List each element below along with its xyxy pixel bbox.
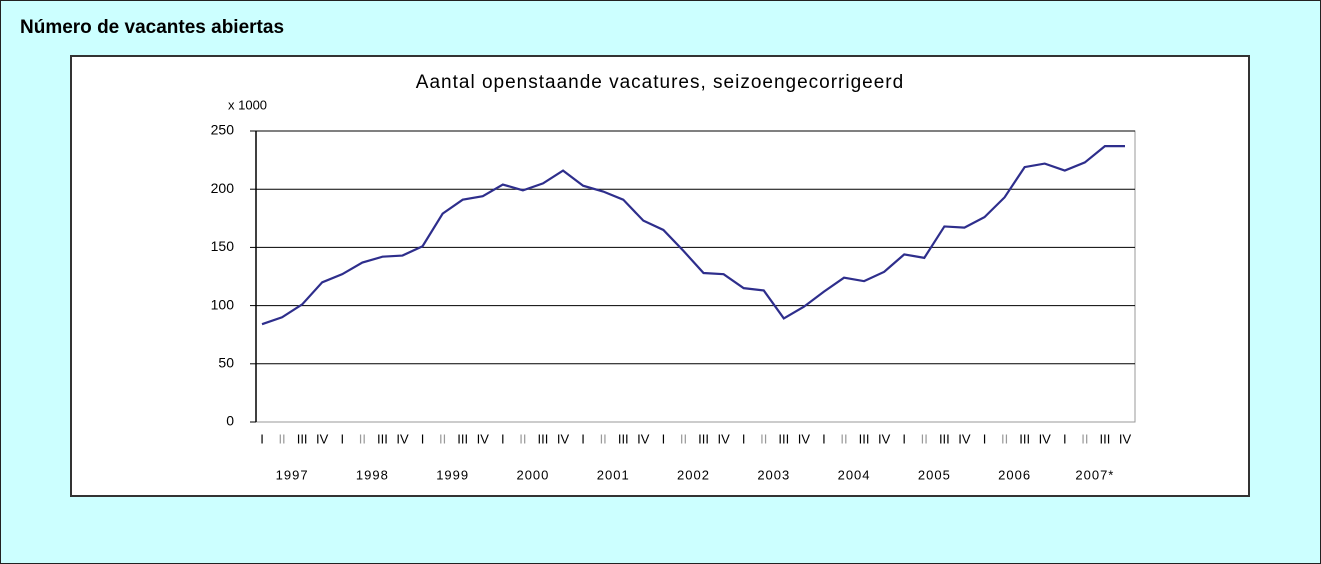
x-tick-label: II [1081,431,1088,446]
y-axis-label: x 1000 [228,97,267,112]
year-label: 1999 [436,467,469,482]
chart-frame [70,55,1250,497]
x-tick-label: III [939,431,950,446]
y-tick-label: 100 [211,296,235,312]
year-label: 2003 [757,467,790,482]
x-tick-label: III [778,431,789,446]
x-tick-label: IV [958,431,971,446]
x-tick-label: II [439,431,446,446]
year-label: 2002 [677,467,710,482]
x-tick-label: III [538,431,549,446]
year-label: 1998 [356,467,389,482]
x-tick-label: II [519,431,526,446]
x-tick-label: I [421,431,425,446]
panel-title: Número de vacantes abiertas [20,17,284,38]
x-tick-label: IV [798,431,811,446]
x-tick-label: I [501,431,505,446]
chart-title: Aantal openstaande vacatures, seizoengec… [416,72,904,93]
year-label: 2004 [838,467,871,482]
y-tick-label: 50 [218,355,234,371]
year-label: 2001 [597,467,630,482]
y-tick-label: 200 [211,180,235,196]
x-tick-label: II [921,431,928,446]
year-label: 1997 [276,467,309,482]
x-tick-label: IV [316,431,329,446]
x-tick-label: III [618,431,629,446]
x-tick-label: IV [1039,431,1052,446]
y-tick-label: 0 [226,413,234,429]
x-tick-label: I [902,431,906,446]
x-tick-label: I [662,431,666,446]
x-tick-label: IV [477,431,490,446]
x-tick-label: IV [717,431,730,446]
year-label: 2006 [998,467,1031,482]
x-tick-label: II [680,431,687,446]
data-line [261,145,1125,326]
x-tick-label: I [983,431,987,446]
x-tick-label: III [1100,431,1111,446]
x-tick-label: IV [557,431,570,446]
year-label: 2000 [516,467,549,482]
x-tick-label: II [760,431,767,446]
x-tick-label: I [581,431,585,446]
year-label: 2005 [918,467,951,482]
x-tick-label: IV [396,431,409,446]
x-tick-label: III [1019,431,1030,446]
x-tick-label: IV [637,431,650,446]
x-tick-label: III [457,431,468,446]
y-tick-label: 150 [211,238,235,254]
y-tick-label: 250 [211,122,235,138]
x-tick-label: II [1001,431,1008,446]
x-tick-label: II [278,431,285,446]
x-tick-label: III [859,431,870,446]
x-tick-label: IV [878,431,891,446]
x-tick-label: III [377,431,388,446]
year-label: 2007* [1075,467,1114,482]
x-tick-label: I [1063,431,1067,446]
x-tick-label: I [340,431,344,446]
x-tick-label: I [742,431,746,446]
x-tick-label: III [297,431,308,446]
x-tick-label: I [822,431,826,446]
x-tick-label: II [840,431,847,446]
x-tick-label: II [600,431,607,446]
x-tick-label: II [359,431,366,446]
x-tick-label: I [260,431,264,446]
x-tick-label: IV [1119,431,1132,446]
x-tick-label: III [698,431,709,446]
